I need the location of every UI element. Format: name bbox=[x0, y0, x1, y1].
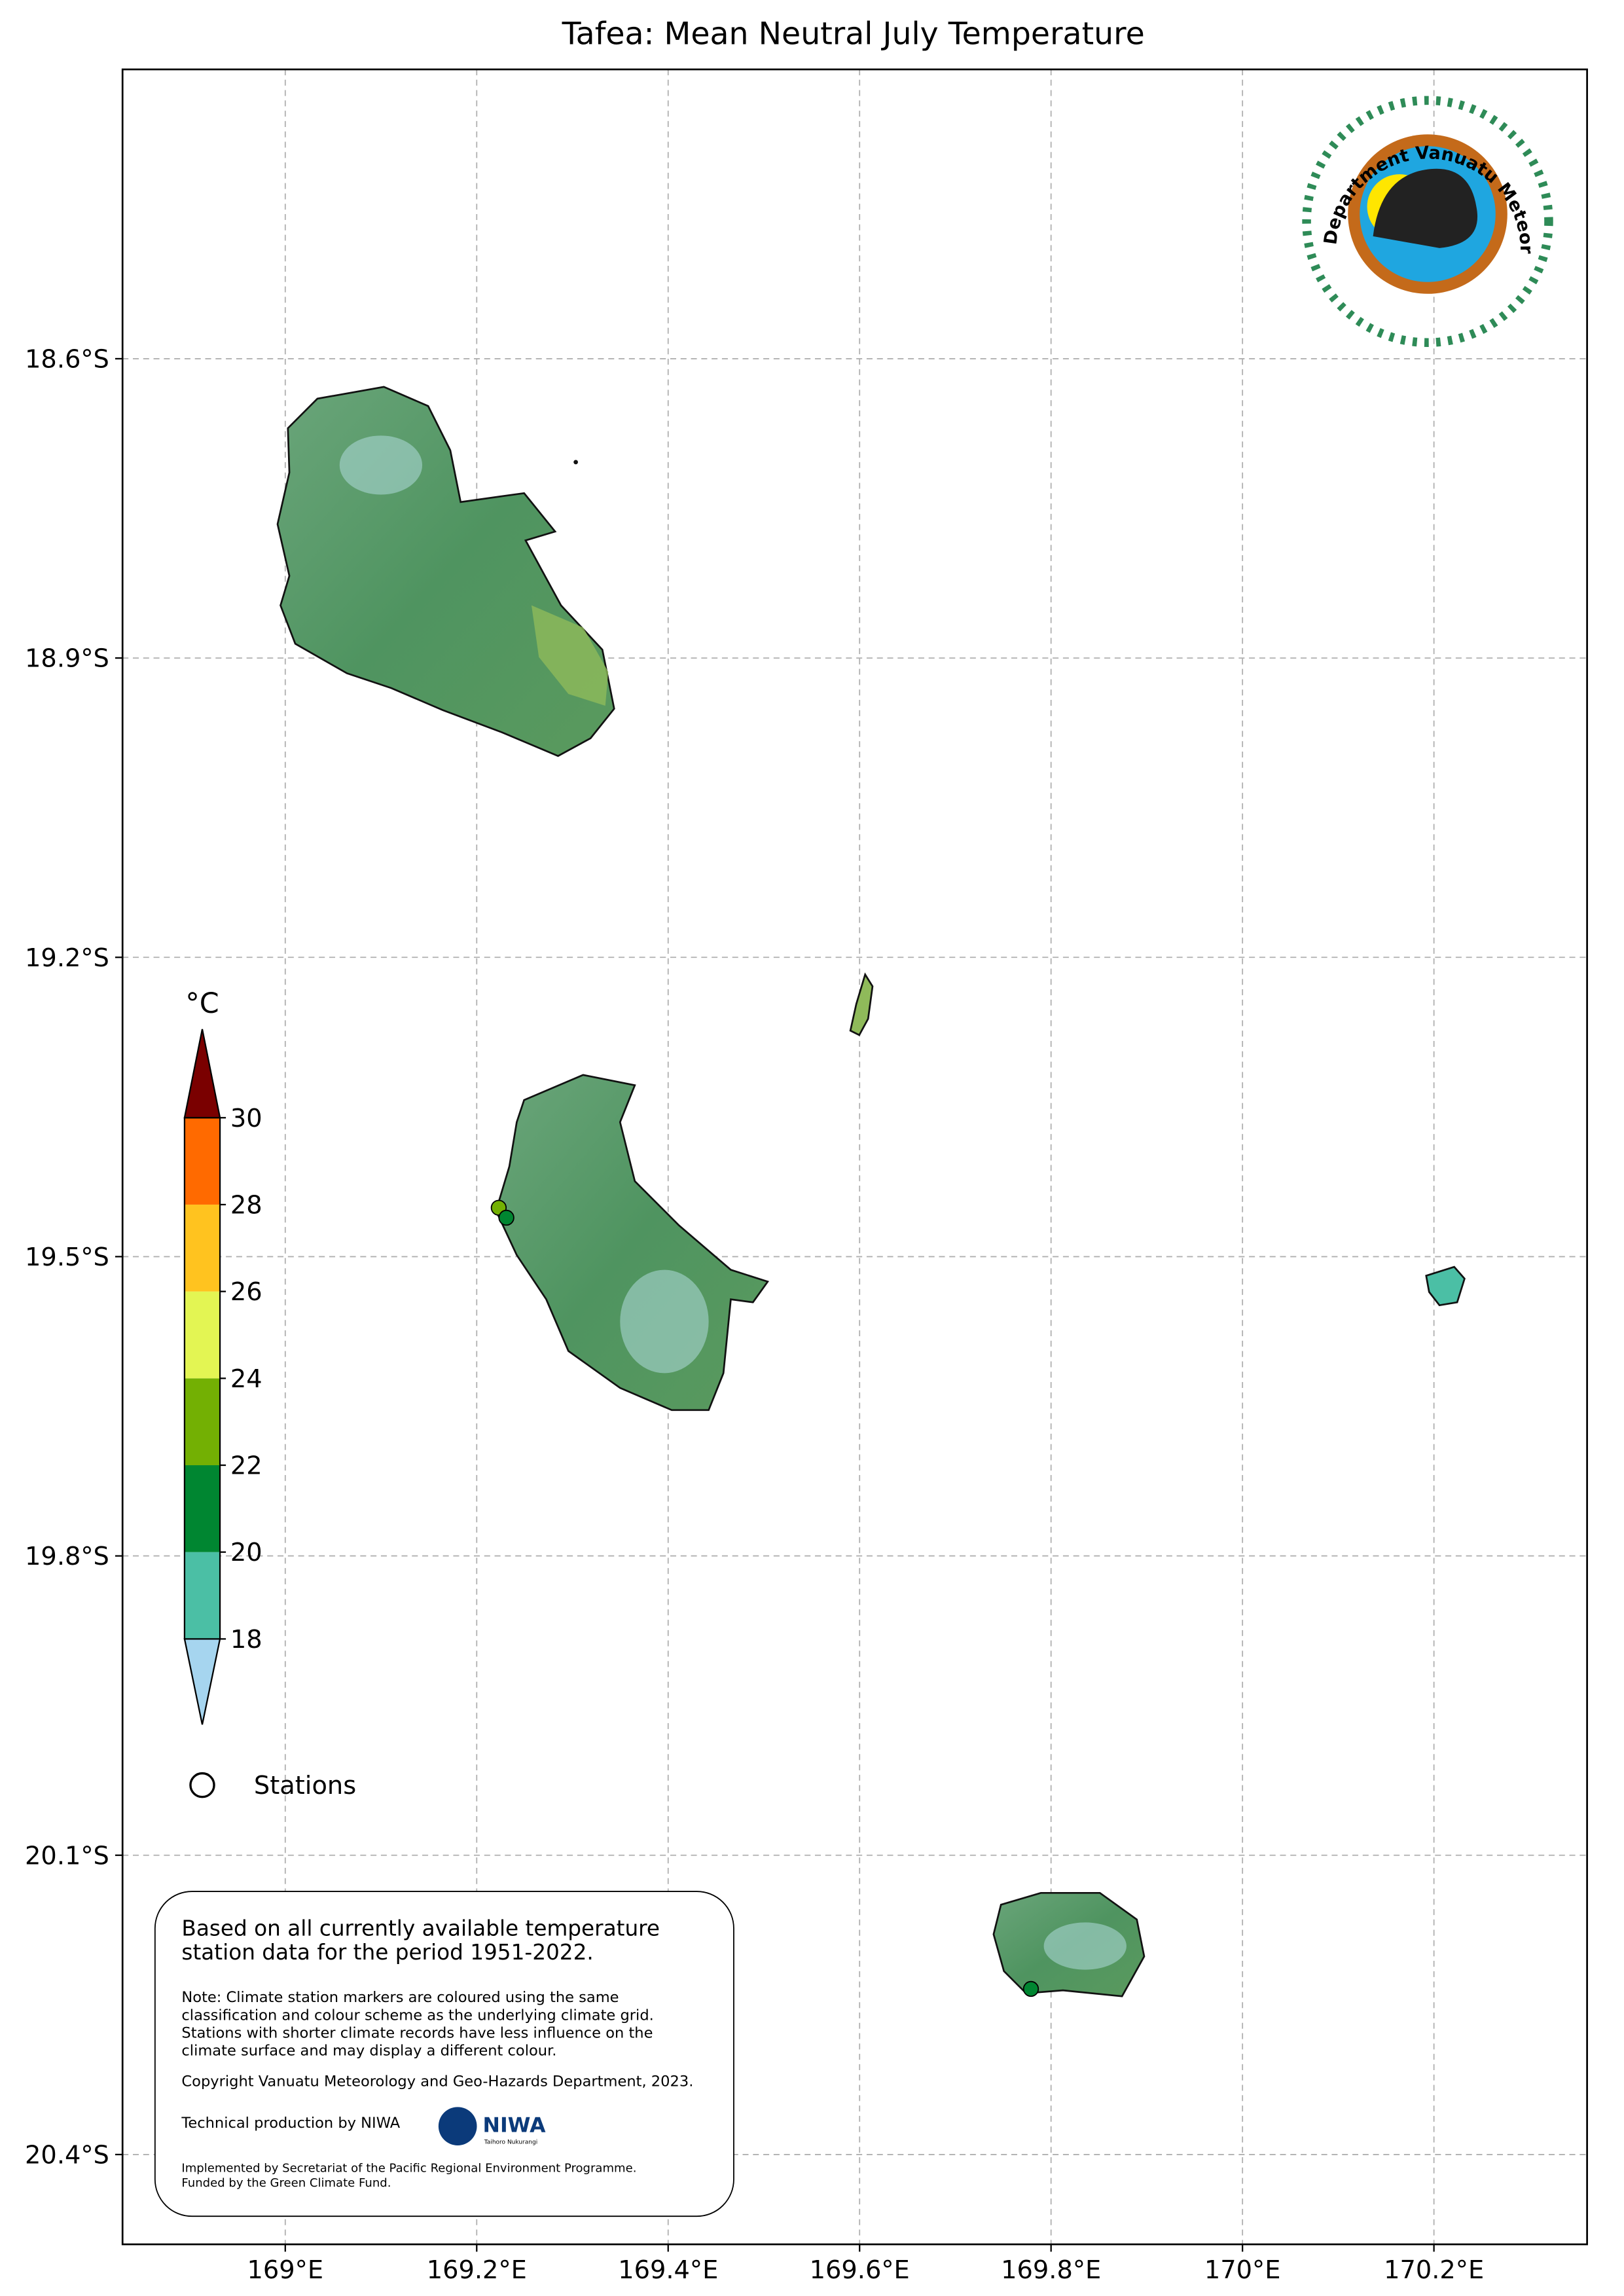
station-legend-marker bbox=[189, 1772, 215, 1798]
colorbar-segment bbox=[184, 1291, 221, 1379]
note-copyright: Copyright Vanuatu Meteorology and Geo-Ha… bbox=[181, 2073, 693, 2090]
niwa-logo-subtext: Taihoro Nukurangi bbox=[484, 2140, 537, 2146]
logo-wreath bbox=[1302, 96, 1553, 347]
note-funding: Implemented by Secretariat of the Pacifi… bbox=[181, 2162, 636, 2176]
note-lead: station data for the period 1951-2022. bbox=[181, 1940, 593, 1965]
y-tick-label: 18.6°S bbox=[25, 344, 109, 374]
x-tick-label: 170°E bbox=[1204, 2255, 1281, 2285]
x-tick-label: 169.2°E bbox=[427, 2255, 527, 2285]
note-body: climate surface and may display a differ… bbox=[181, 2042, 556, 2059]
x-tick-label: 169.6°E bbox=[810, 2255, 910, 2285]
islet bbox=[573, 460, 579, 465]
y-tick-label: 18.9°S bbox=[25, 644, 109, 674]
futuna-island bbox=[1425, 1266, 1466, 1307]
station-legend-label: Stations bbox=[254, 1771, 356, 1800]
logo-cloud bbox=[1373, 168, 1478, 248]
aniwa-island bbox=[849, 972, 874, 1036]
colorbar-tick-label: 22 bbox=[230, 1451, 262, 1481]
x-tick-label: 169.8°E bbox=[1001, 2255, 1101, 2285]
note-frame bbox=[154, 1891, 734, 2217]
colorbar-tick-label: 26 bbox=[230, 1277, 262, 1307]
y-tick-label: 19.5°S bbox=[25, 1243, 109, 1272]
note-body: Stations with shorter climate records ha… bbox=[181, 2024, 653, 2041]
niwa-emblem bbox=[438, 2107, 477, 2145]
colorbar-extension-high bbox=[183, 1029, 221, 1119]
colorbar-segment bbox=[184, 1204, 221, 1292]
y-tick-label: 19.8°S bbox=[25, 1542, 109, 1571]
colorbar-tick-label: 28 bbox=[230, 1190, 262, 1220]
map-title: Tafea: Mean Neutral July Temperature bbox=[562, 16, 1145, 52]
tanna-island bbox=[495, 1074, 770, 1412]
colorbar: °C 18 20 22 24 26 28 30 bbox=[183, 987, 262, 1725]
station-marker bbox=[1022, 1980, 1039, 1997]
y-tick-label: 20.1°S bbox=[25, 1841, 109, 1870]
colorbar-segment bbox=[184, 1378, 221, 1466]
colorbar-unit: °C bbox=[185, 987, 219, 1020]
erromango-highland bbox=[339, 435, 423, 495]
note-production: Technical production by NIWA bbox=[181, 2115, 400, 2132]
erromango-island bbox=[276, 386, 615, 757]
islands bbox=[276, 386, 1466, 1997]
tanna-highland bbox=[620, 1269, 709, 1374]
colorbar-extension-low bbox=[183, 1638, 221, 1725]
note-body: Note: Climate station markers are colour… bbox=[181, 1989, 619, 2006]
colorbar-segment bbox=[184, 1465, 221, 1552]
note-lead: Based on all currently available tempera… bbox=[181, 1916, 660, 1941]
note-funding: Funded by the Green Climate Fund. bbox=[181, 2176, 391, 2190]
colorbar-tick-label: 30 bbox=[230, 1104, 262, 1133]
colorbar-tick-label: 18 bbox=[230, 1625, 262, 1654]
erromango-lowland bbox=[531, 605, 609, 706]
map-frame bbox=[121, 68, 1588, 2246]
colorbar-segment bbox=[184, 1552, 221, 1639]
note-body: classification and colour scheme as the … bbox=[181, 2007, 653, 2024]
x-tick-label: 170.2°E bbox=[1384, 2255, 1484, 2285]
y-tick-label: 19.2°S bbox=[25, 943, 109, 973]
colorbar-tick-label: 20 bbox=[230, 1538, 262, 1567]
niwa-logo-text: NIWA bbox=[483, 2114, 547, 2138]
colorbar-tick-label: 24 bbox=[230, 1364, 262, 1394]
y-tick-label: 20.4°S bbox=[25, 2140, 109, 2170]
station-marker bbox=[498, 1209, 514, 1226]
stations: Stations bbox=[189, 1199, 1039, 1997]
aneityum-highland bbox=[1043, 1922, 1127, 1970]
colorbar-segment bbox=[184, 1118, 221, 1205]
x-tick-label: 169°E bbox=[247, 2255, 324, 2285]
x-tick-label: 169.4°E bbox=[618, 2255, 718, 2285]
grid bbox=[122, 69, 1587, 2245]
note-box: Technical production by NIWA NIWA Taihor… bbox=[154, 1891, 734, 2217]
